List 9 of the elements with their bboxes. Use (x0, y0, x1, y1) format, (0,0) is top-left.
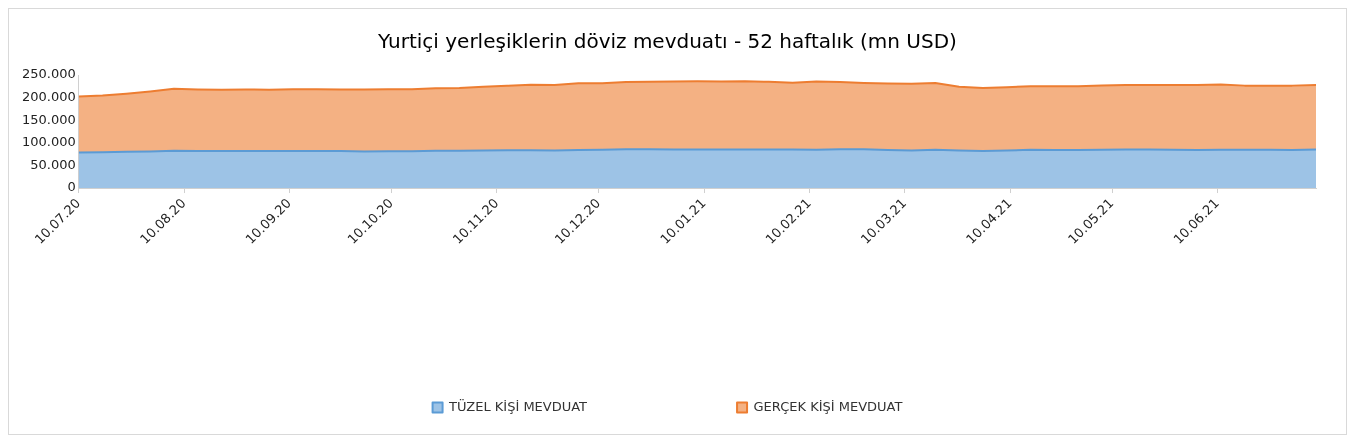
y-tick-label: 100.000 (21, 134, 76, 150)
legend-label: GERÇEK KİŞİ MEVDUAT (753, 398, 903, 414)
y-tick-label: 0 (67, 179, 76, 195)
y-tick-label: 150.000 (21, 111, 76, 127)
y-tick-label: 250.000 (21, 66, 76, 82)
y-tick-label: 200.000 (21, 88, 76, 104)
y-tick-label: 50.000 (30, 156, 76, 172)
chart-title: Yurtiçi yerleşiklerin döviz mevduatı - 52 haftalık (mn USD) (377, 29, 957, 54)
legend-label: TÜZEL KİŞİ MEVDUAT (448, 397, 588, 414)
